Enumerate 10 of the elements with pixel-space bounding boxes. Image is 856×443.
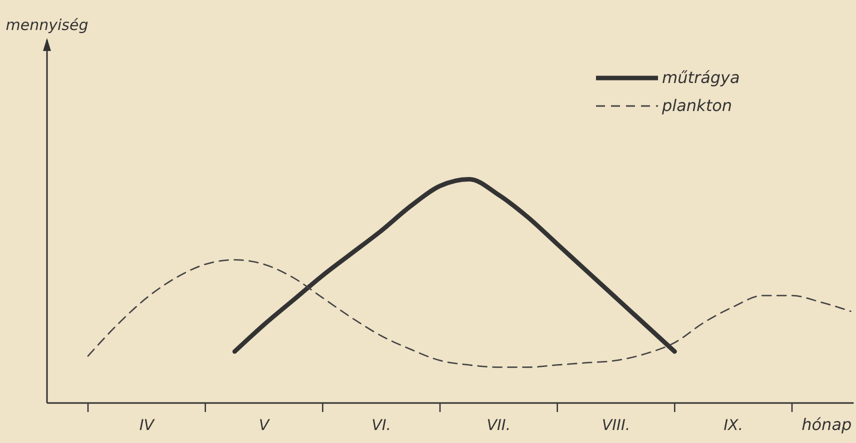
legend-label: plankton xyxy=(661,96,732,115)
text: mennyiség xyxy=(6,16,88,34)
x-tick-label: IV xyxy=(139,416,156,434)
x-tick-label: VII. xyxy=(486,416,511,434)
x-tick-label: VI. xyxy=(372,416,392,434)
legend-label: műtrágya xyxy=(662,68,740,87)
x-tick-label: IX. xyxy=(724,416,744,434)
x-axis-title: hónap xyxy=(802,415,852,434)
x-tick-label: VIII. xyxy=(602,416,630,434)
x-tick-label: V xyxy=(258,416,271,434)
